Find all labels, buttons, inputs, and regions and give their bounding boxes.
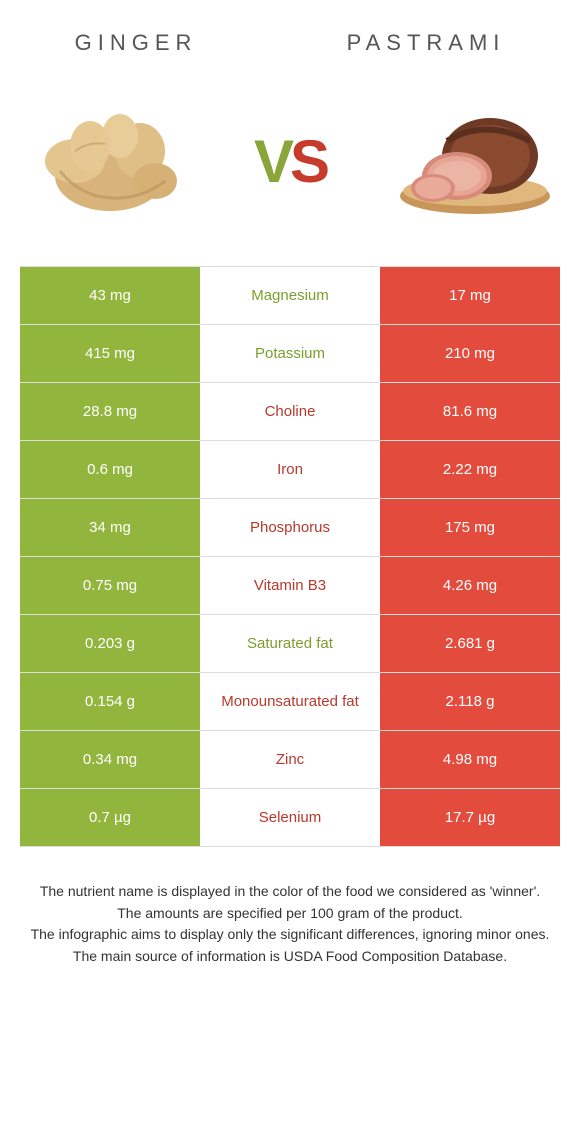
value-left: 0.203 g	[20, 615, 200, 672]
footnote-line: The amounts are specified per 100 gram o…	[30, 904, 550, 924]
nutrient-label: Monounsaturated fat	[200, 673, 380, 730]
footnote-line: The main source of information is USDA F…	[30, 947, 550, 967]
value-right: 4.26 mg	[380, 557, 560, 614]
food-left-title: Ginger	[75, 30, 198, 56]
value-right: 4.98 mg	[380, 731, 560, 788]
value-right: 17.7 µg	[380, 789, 560, 846]
value-right: 2.22 mg	[380, 441, 560, 498]
table-row: 34 mgPhosphorus175 mg	[20, 499, 560, 557]
nutrient-label: Choline	[200, 383, 380, 440]
nutrient-label: Vitamin B3	[200, 557, 380, 614]
value-left: 34 mg	[20, 499, 200, 556]
nutrient-label: Saturated fat	[200, 615, 380, 672]
nutrient-label: Phosphorus	[200, 499, 380, 556]
nutrient-label: Magnesium	[200, 267, 380, 324]
vs-s: S	[290, 128, 326, 195]
table-row: 28.8 mgCholine81.6 mg	[20, 383, 560, 441]
table-row: 0.6 mgIron2.22 mg	[20, 441, 560, 499]
table-row: 0.34 mgZinc4.98 mg	[20, 731, 560, 789]
value-right: 2.118 g	[380, 673, 560, 730]
value-left: 415 mg	[20, 325, 200, 382]
value-left: 0.7 µg	[20, 789, 200, 846]
value-left: 43 mg	[20, 267, 200, 324]
nutrient-label: Potassium	[200, 325, 380, 382]
value-left: 0.154 g	[20, 673, 200, 730]
value-right: 81.6 mg	[380, 383, 560, 440]
value-right: 2.681 g	[380, 615, 560, 672]
value-right: 175 mg	[380, 499, 560, 556]
header: Ginger Pastrami	[0, 0, 580, 66]
table-row: 0.203 gSaturated fat2.681 g	[20, 615, 560, 673]
table-row: 0.154 gMonounsaturated fat2.118 g	[20, 673, 560, 731]
food-right-title: Pastrami	[347, 30, 506, 56]
value-right: 17 mg	[380, 267, 560, 324]
nutrient-label: Iron	[200, 441, 380, 498]
footnotes: The nutrient name is displayed in the co…	[0, 847, 580, 966]
footnote-line: The nutrient name is displayed in the co…	[30, 882, 550, 902]
vs-label: VS	[254, 127, 326, 196]
pastrami-image	[385, 86, 560, 236]
value-right: 210 mg	[380, 325, 560, 382]
ginger-image	[20, 86, 195, 236]
food-images-row: VS	[0, 66, 580, 266]
value-left: 0.34 mg	[20, 731, 200, 788]
table-row: 43 mgMagnesium17 mg	[20, 267, 560, 325]
nutrient-label: Selenium	[200, 789, 380, 846]
comparison-table: 43 mgMagnesium17 mg415 mgPotassium210 mg…	[20, 266, 560, 847]
value-left: 0.6 mg	[20, 441, 200, 498]
value-left: 0.75 mg	[20, 557, 200, 614]
nutrient-label: Zinc	[200, 731, 380, 788]
vs-v: V	[254, 128, 290, 195]
table-row: 0.7 µgSelenium17.7 µg	[20, 789, 560, 847]
table-row: 415 mgPotassium210 mg	[20, 325, 560, 383]
table-row: 0.75 mgVitamin B34.26 mg	[20, 557, 560, 615]
value-left: 28.8 mg	[20, 383, 200, 440]
footnote-line: The infographic aims to display only the…	[30, 925, 550, 945]
